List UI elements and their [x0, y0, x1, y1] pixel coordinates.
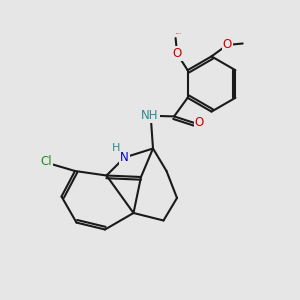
Text: Cl: Cl	[40, 154, 52, 168]
Text: H: H	[112, 143, 120, 153]
Text: N: N	[120, 151, 129, 164]
Text: O: O	[223, 38, 232, 52]
Text: methoxy: methoxy	[176, 32, 182, 34]
Text: NH: NH	[141, 109, 159, 122]
Text: O: O	[194, 116, 204, 130]
Text: O: O	[172, 47, 182, 60]
